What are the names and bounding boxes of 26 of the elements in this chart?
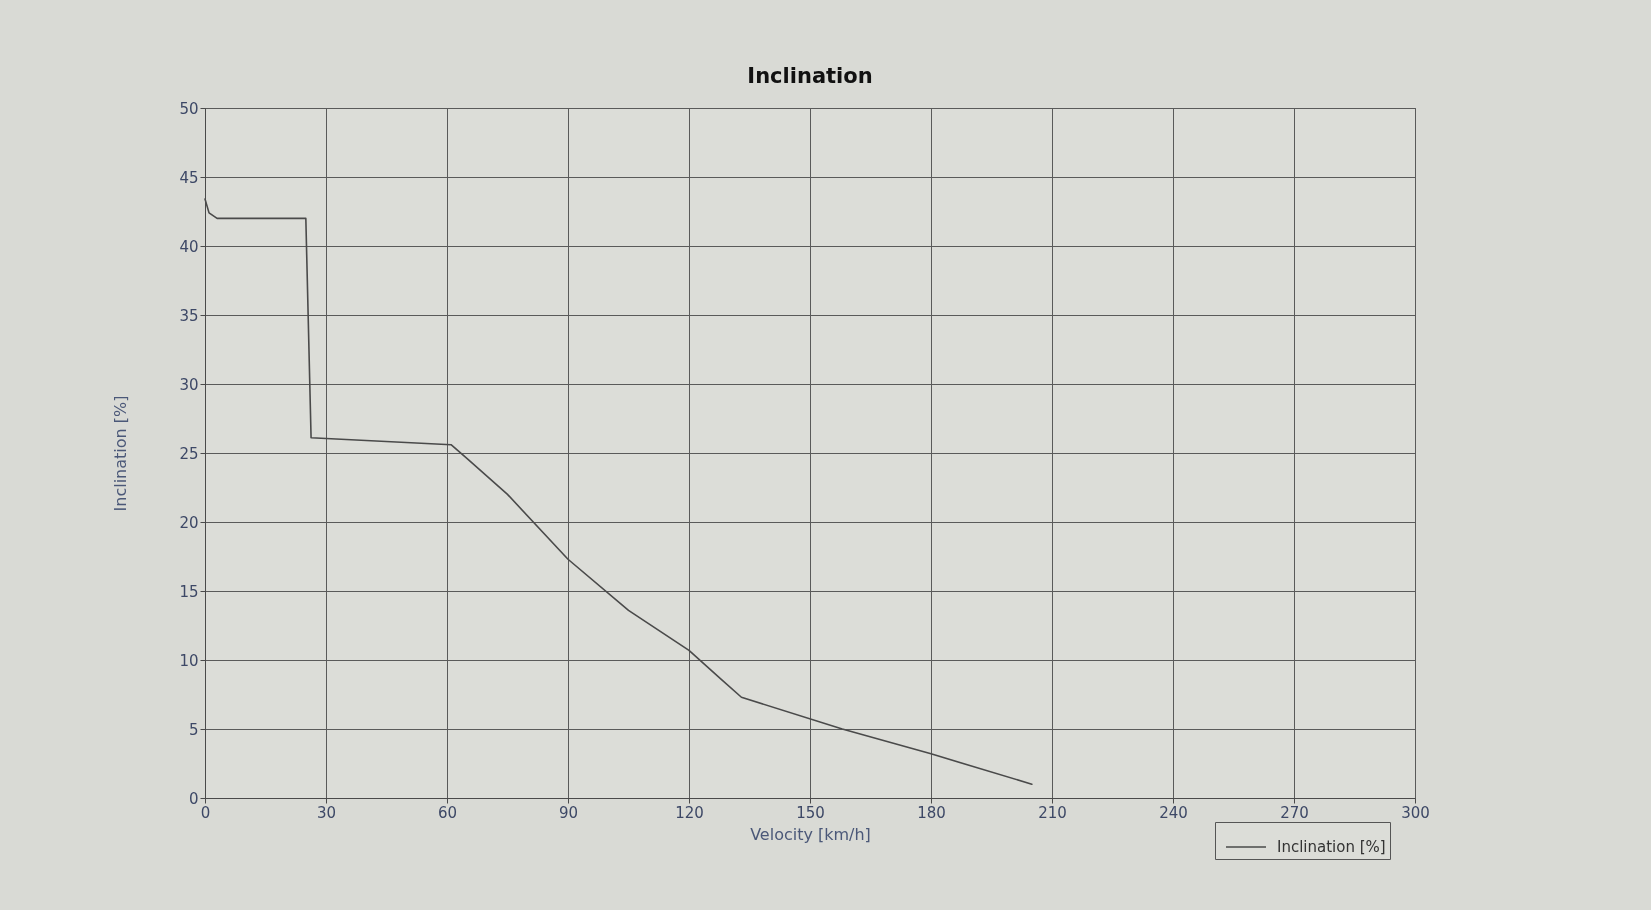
x-tick-label: 30	[316, 803, 337, 822]
x-tick-label: 90	[558, 803, 579, 822]
legend-label: Inclination [%]	[1277, 838, 1386, 856]
y-tick-label: 0	[188, 789, 199, 808]
x-tick-label: 0	[200, 803, 211, 822]
chart-title: Inclination	[747, 64, 873, 88]
x-axis-title: Velocity [km/h]	[750, 824, 871, 844]
x-tick-label: 210	[1038, 803, 1067, 822]
y-tick-label: 15	[179, 582, 199, 601]
x-tick-label: 150	[796, 803, 825, 822]
y-tick-label: 45	[179, 168, 199, 187]
y-tick-label: 30	[179, 375, 199, 394]
x-tick-label: 60	[437, 803, 458, 822]
y-tick-label: 20	[179, 513, 199, 532]
y-axis-title: Inclination [%]	[111, 395, 131, 512]
y-tick-label: 50	[179, 99, 199, 118]
x-tick-label: 270	[1280, 803, 1309, 822]
y-tick-label: 25	[179, 444, 199, 463]
x-tick-label: 120	[675, 803, 704, 822]
x-tick-label: 180	[917, 803, 946, 822]
y-tick-label: 10	[179, 651, 199, 670]
y-tick-label: 5	[188, 720, 199, 739]
x-tick-label: 240	[1159, 803, 1188, 822]
y-tick-label: 40	[179, 237, 199, 256]
x-tick-label: 300	[1401, 803, 1430, 822]
y-tick-label: 35	[179, 306, 199, 325]
